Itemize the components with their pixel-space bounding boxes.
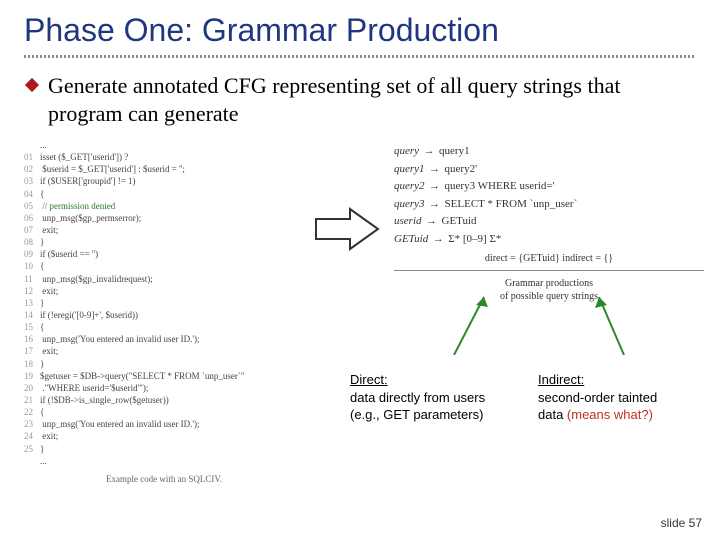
code-line: 24 exit; [24, 430, 304, 442]
grammar-rule: query2→query3 WHERE userid=' [394, 178, 704, 196]
code-line: ... [24, 139, 304, 151]
slide-title: Phase One: Grammar Production [24, 12, 696, 49]
code-line: 13} [24, 297, 304, 309]
indirect-heading: Indirect: [538, 372, 584, 387]
code-line: ... [24, 455, 304, 467]
grammar-panel: query→query1query1→query2'query2→query3 … [394, 143, 704, 303]
grammar-rule: query3→SELECT * FROM `unp_user` [394, 196, 704, 214]
code-line: 20 ."WHERE userid='$userid'"); [24, 382, 304, 394]
code-line: 04{ [24, 188, 304, 200]
content-area: ...01isset ($_GET['userid']) ?02 $userid… [24, 135, 696, 495]
code-line: 22{ [24, 406, 304, 418]
explain-row: Direct: data directly from users (e.g., … [350, 371, 720, 424]
code-line: 14if (!eregi('[0-9]+', $userid)) [24, 309, 304, 321]
code-line: 23 unp_msg('You entered an invalid user … [24, 418, 304, 430]
code-caption: Example code with an SQLCIV. [24, 473, 304, 485]
code-panel: ...01isset ($_GET['userid']) ?02 $userid… [24, 139, 304, 485]
code-line: 10{ [24, 260, 304, 272]
code-line: 12 exit; [24, 285, 304, 297]
code-line: 21if (!$DB->is_single_row($getuser)) [24, 394, 304, 406]
grammar-rule: GETuid→Σ* [0–9] Σ* [394, 231, 704, 249]
direct-body-2: (e.g., GET parameters) [350, 407, 483, 422]
title-underline [24, 55, 694, 58]
indirect-body-2-red: (means what?) [567, 407, 653, 422]
code-line: 15{ [24, 321, 304, 333]
code-line: 06 unp_msg($gp_permserror); [24, 212, 304, 224]
explain-direct: Direct: data directly from users (e.g., … [350, 371, 520, 424]
grammar-rule: userid→GETuid [394, 213, 704, 231]
transform-arrow-icon [312, 207, 382, 251]
explain-indirect: Indirect: second-order tainted data (mea… [538, 371, 718, 424]
grammar-hr [394, 270, 704, 271]
code-line: 01isset ($_GET['userid']) ? [24, 151, 304, 163]
callout-arrows [394, 295, 704, 355]
code-line: 02 $userid = $_GET['userid'] : $userid =… [24, 163, 304, 175]
direct-heading: Direct: [350, 372, 388, 387]
code-line: 08} [24, 236, 304, 248]
code-line: 07 exit; [24, 224, 304, 236]
slide-number: slide 57 [661, 516, 702, 530]
indirect-body-1: second-order tainted [538, 390, 657, 405]
diamond-bullet-icon [24, 77, 40, 93]
direct-body-1: data directly from users [350, 390, 485, 405]
code-line: 18} [24, 358, 304, 370]
bullet-row: Generate annotated CFG representing set … [24, 72, 696, 127]
code-line: 25} [24, 443, 304, 455]
grammar-rule: query→query1 [394, 143, 704, 161]
code-line: 11 unp_msg($gp_invalidrequest); [24, 273, 304, 285]
code-line: 16 unp_msg('You entered an invalid user … [24, 333, 304, 345]
bullet-text: Generate annotated CFG representing set … [48, 72, 696, 127]
direct-indirect-sets: direct = {GETuid} indirect = {} [394, 253, 704, 264]
code-line: 19$getuser = $DB->query("SELECT * FROM `… [24, 370, 304, 382]
code-line: 03if ($USER['groupid'] != 1) [24, 175, 304, 187]
code-line: 09if ($userid == '') [24, 248, 304, 260]
grammar-rule: query1→query2' [394, 161, 704, 179]
code-line: 05 // permission denied [24, 200, 304, 212]
code-line: 17 exit; [24, 345, 304, 357]
indirect-body-2-pre: data [538, 407, 567, 422]
